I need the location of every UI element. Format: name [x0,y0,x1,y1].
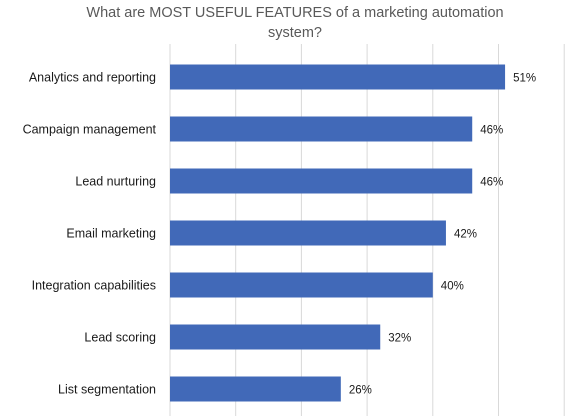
value-label-2: 46% [480,177,503,189]
category-label-0: Analytics and reporting [29,71,156,85]
category-label-3: Email marketing [66,227,156,241]
bars [170,64,506,402]
value-label-4: 40% [441,281,464,293]
category-label-6: List segmentation [58,383,156,397]
category-label-1: Campaign management [23,123,157,137]
value-label-3: 42% [454,229,477,241]
value-label-1: 46% [480,125,503,137]
bar-0 [170,64,506,90]
chart-title: What are MOST USEFUL FEATURES of a marke… [86,5,504,41]
bar-4 [170,272,433,298]
bar-6 [170,376,341,402]
category-labels: Analytics and reporting Campaign manageme… [23,71,157,397]
category-label-2: Lead nurturing [75,175,156,189]
category-label-4: Integration capabilities [32,279,156,293]
value-label-6: 26% [349,385,372,397]
value-labels: 51% 46% 46% 42% 40% 32% 26% [349,73,536,397]
bar-3 [170,220,446,246]
category-label-5: Lead scoring [84,331,156,345]
value-label-5: 32% [388,333,411,345]
bar-2 [170,168,473,194]
bar-1 [170,116,473,142]
value-label-0: 51% [513,73,536,85]
bar-5 [170,324,381,350]
gridlines [169,44,565,416]
